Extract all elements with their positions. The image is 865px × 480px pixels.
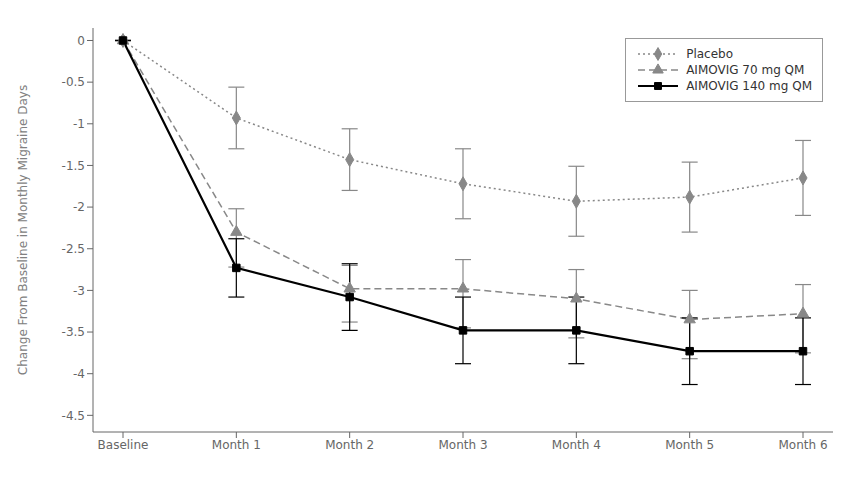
svg-text:-0.5: -0.5 <box>62 75 85 89</box>
svg-text:Baseline: Baseline <box>98 438 149 452</box>
svg-text:-3: -3 <box>73 284 85 298</box>
svg-text:Month 1: Month 1 <box>212 438 261 452</box>
html-text:AIMOVIG 70 mg QM: AIMOVIG 70 mg QM <box>686 63 805 77</box>
svg-text:Change From Baseline in Monthl: Change From Baseline in Monthly Migraine… <box>16 85 30 375</box>
svg-text:-2: -2 <box>73 200 85 214</box>
svg-text:-4.5: -4.5 <box>62 409 85 423</box>
svg-text:-1: -1 <box>73 117 85 131</box>
html-text:AIMOVIG 140 mg QM: AIMOVIG 140 mg QM <box>686 79 812 93</box>
svg-text:Month 4: Month 4 <box>552 438 601 452</box>
svg-text:Month 2: Month 2 <box>325 438 374 452</box>
svg-text:-1.5: -1.5 <box>62 159 85 173</box>
svg-text:Month 3: Month 3 <box>438 438 487 452</box>
svg-text:0: 0 <box>77 34 85 48</box>
svg-text:-3.5: -3.5 <box>62 325 85 339</box>
svg-text:Month 5: Month 5 <box>665 438 714 452</box>
svg-text:-2.5: -2.5 <box>62 242 85 256</box>
html-text:Placebo: Placebo <box>686 47 733 61</box>
svg-text:-4: -4 <box>73 367 85 381</box>
svg-text:Month 6: Month 6 <box>778 438 827 452</box>
